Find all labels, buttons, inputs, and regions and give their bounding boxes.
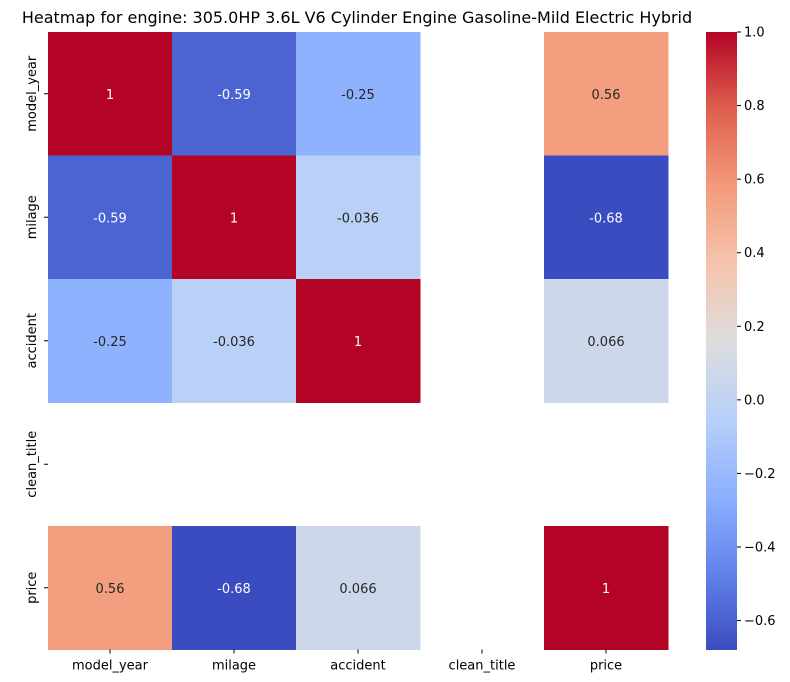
heatmap-cell bbox=[172, 279, 297, 403]
colorbar-tick-label: −0.2 bbox=[744, 467, 776, 482]
x-tick-label: price bbox=[590, 659, 622, 674]
cell-value-label: -0.68 bbox=[589, 211, 623, 226]
y-tick-label: milage bbox=[25, 195, 40, 239]
colorbar: 1.0 0.8 0.6 0.4 0.2 0.0 −0.2 −0.4 −0.6 bbox=[706, 26, 776, 650]
heatmap-cell bbox=[48, 279, 173, 403]
cell-value-label: -0.59 bbox=[217, 88, 251, 103]
cell-value-label: -0.59 bbox=[93, 211, 127, 226]
colorbar-tick-label: 0.4 bbox=[744, 246, 765, 261]
cell-value-label: 1 bbox=[354, 335, 362, 350]
cell-value-label: -0.036 bbox=[213, 335, 255, 350]
heatmap-cell bbox=[544, 32, 669, 156]
colorbar-tick-label: 0.6 bbox=[744, 173, 765, 188]
heatmap-cell bbox=[544, 155, 669, 280]
y-tick-label: model_year bbox=[25, 55, 40, 132]
colorbar-tick-label: 0.8 bbox=[744, 99, 765, 114]
colorbar-tick-label: −0.6 bbox=[744, 614, 776, 629]
colorbar-tick-label: 0.0 bbox=[744, 393, 765, 408]
x-tick-label: accident bbox=[330, 659, 385, 674]
heatmap-cell bbox=[296, 155, 421, 280]
y-tick-label: accident bbox=[25, 313, 40, 368]
heatmap-cell bbox=[544, 526, 669, 650]
cell-value-label: 1 bbox=[230, 211, 238, 226]
heatmap-cell bbox=[172, 32, 297, 156]
colorbar-tick-label: −0.4 bbox=[744, 541, 776, 556]
cell-value-label: 0.066 bbox=[587, 335, 624, 350]
y-tick-label: clean_title bbox=[25, 431, 40, 498]
heatmap-cells: 1 -0.59 -0.25 0.56 -0.59 1 -0.036 -0.68 -0.25 -0.… bbox=[48, 32, 669, 650]
x-tick-label: clean_title bbox=[449, 659, 516, 674]
colorbar-tick-label: 1.0 bbox=[744, 26, 765, 41]
heatmap-cell bbox=[48, 526, 173, 650]
cell-value-label: 0.066 bbox=[339, 582, 376, 597]
heatmap-cell bbox=[296, 279, 421, 403]
heatmap-cell bbox=[172, 526, 297, 650]
heatmap-cell bbox=[296, 526, 421, 650]
y-tick-label: price bbox=[25, 572, 40, 604]
chart-title: Heatmap for engine: 305.0HP 3.6L V6 Cyli… bbox=[22, 8, 692, 27]
heatmap-cell bbox=[48, 155, 173, 280]
x-tick-label: milage bbox=[212, 659, 256, 674]
cell-value-label: -0.25 bbox=[93, 335, 127, 350]
cell-value-label: 1 bbox=[106, 88, 114, 103]
cell-value-label: 1 bbox=[602, 582, 610, 597]
cell-value-label: -0.68 bbox=[217, 582, 251, 597]
colorbar-gradient bbox=[706, 32, 737, 650]
heatmap-cell bbox=[172, 155, 297, 280]
heatmap-cell bbox=[48, 32, 173, 156]
x-axis: model_year milage accident clean_title price bbox=[72, 649, 622, 674]
heatmap-cell bbox=[296, 32, 421, 156]
cell-value-label: 0.56 bbox=[96, 582, 125, 597]
cell-value-label: -0.25 bbox=[341, 88, 375, 103]
cell-value-label: 0.56 bbox=[592, 88, 621, 103]
x-tick-label: model_year bbox=[72, 659, 149, 674]
heatmap-cell bbox=[544, 279, 669, 403]
colorbar-tick-label: 0.2 bbox=[744, 320, 765, 335]
cell-value-label: -0.036 bbox=[337, 211, 379, 226]
